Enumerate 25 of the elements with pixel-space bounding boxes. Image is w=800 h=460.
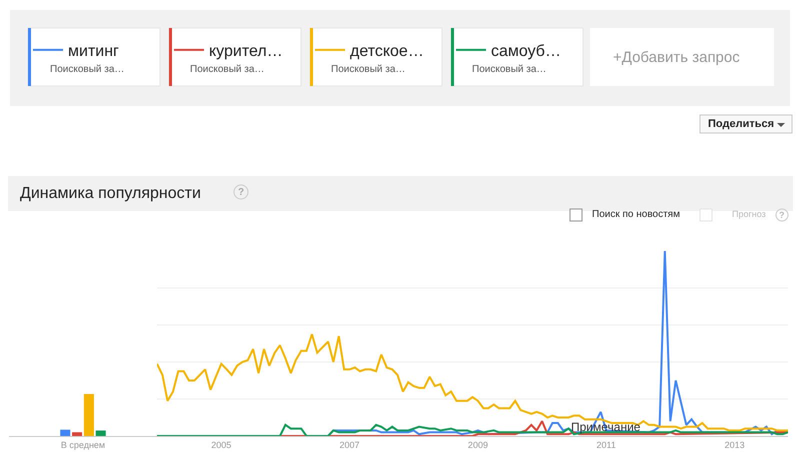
text: Поисковый за… bbox=[472, 64, 546, 75]
legend-label: детское… bbox=[350, 43, 424, 60]
x-tick-label: 2013 bbox=[724, 440, 745, 450]
x-tick-label: 2005 bbox=[211, 440, 232, 450]
bar bbox=[72, 432, 82, 436]
x-tick-label: 2011 bbox=[596, 440, 616, 450]
text: ? bbox=[238, 187, 244, 198]
bar bbox=[96, 430, 106, 436]
text: Прогноз bbox=[732, 209, 766, 219]
chart-title: Динамика популярности bbox=[20, 185, 201, 202]
legend-label: курител… bbox=[209, 43, 283, 60]
x-tick-label: 2009 bbox=[468, 440, 488, 450]
text: Поиск по новостям bbox=[592, 209, 680, 220]
text: Поисковый за… bbox=[331, 64, 406, 75]
text: Поделиться bbox=[708, 118, 774, 130]
bar bbox=[84, 394, 94, 436]
legend-label: митинг bbox=[68, 43, 120, 60]
text: ? bbox=[779, 210, 784, 220]
text: +Добавить запрос bbox=[613, 49, 740, 66]
x-tick-label: 2007 bbox=[340, 440, 360, 450]
x-tick-label: В среднем bbox=[60, 440, 106, 450]
text: Поисковый за… bbox=[190, 64, 264, 75]
bar bbox=[60, 430, 70, 436]
legend-label: самоуб… bbox=[491, 43, 561, 60]
text: Поисковый за… bbox=[50, 64, 124, 75]
